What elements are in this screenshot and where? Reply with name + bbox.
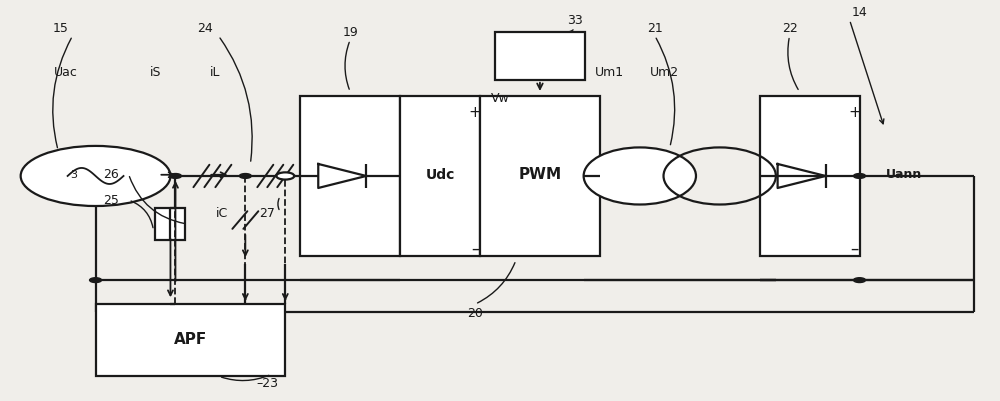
Text: 24: 24: [198, 22, 213, 35]
Text: 33: 33: [567, 14, 583, 27]
Text: Uac: Uac: [54, 66, 77, 79]
Bar: [96, 304, 285, 376]
Circle shape: [169, 174, 181, 179]
Text: 25: 25: [103, 194, 119, 207]
Text: 26: 26: [103, 168, 119, 181]
Bar: [400, 97, 480, 257]
Text: +: +: [848, 105, 861, 120]
Text: –: –: [850, 239, 859, 257]
Text: 21: 21: [647, 22, 663, 35]
Text: Udc: Udc: [425, 168, 455, 182]
Circle shape: [854, 174, 865, 179]
Text: –: –: [471, 239, 479, 257]
Bar: [760, 97, 860, 257]
Text: 27: 27: [259, 206, 275, 219]
Text: +: +: [469, 105, 481, 120]
Text: APF: APF: [174, 331, 207, 346]
Text: iS: iS: [150, 66, 161, 79]
Text: PWM: PWM: [518, 167, 562, 182]
Text: 15: 15: [53, 22, 69, 35]
Ellipse shape: [584, 148, 696, 205]
Text: iL: iL: [210, 66, 221, 79]
Text: 22: 22: [782, 22, 797, 35]
Circle shape: [276, 173, 294, 180]
Text: Um2: Um2: [650, 66, 679, 79]
Text: 20: 20: [467, 306, 483, 319]
Text: Uann: Uann: [886, 168, 923, 181]
Circle shape: [21, 146, 170, 207]
Bar: [155, 209, 185, 241]
Text: Vw: Vw: [491, 92, 510, 105]
Bar: [480, 97, 600, 257]
Bar: [300, 97, 400, 257]
Text: 14: 14: [852, 6, 867, 19]
Text: 3: 3: [70, 170, 77, 180]
Circle shape: [90, 278, 102, 283]
Circle shape: [239, 174, 251, 179]
Circle shape: [854, 278, 865, 283]
Bar: [495, 32, 585, 81]
Text: Um1: Um1: [595, 66, 624, 79]
Text: –23: –23: [256, 376, 278, 389]
Text: 19: 19: [342, 26, 358, 39]
Text: iC: iC: [216, 206, 229, 219]
